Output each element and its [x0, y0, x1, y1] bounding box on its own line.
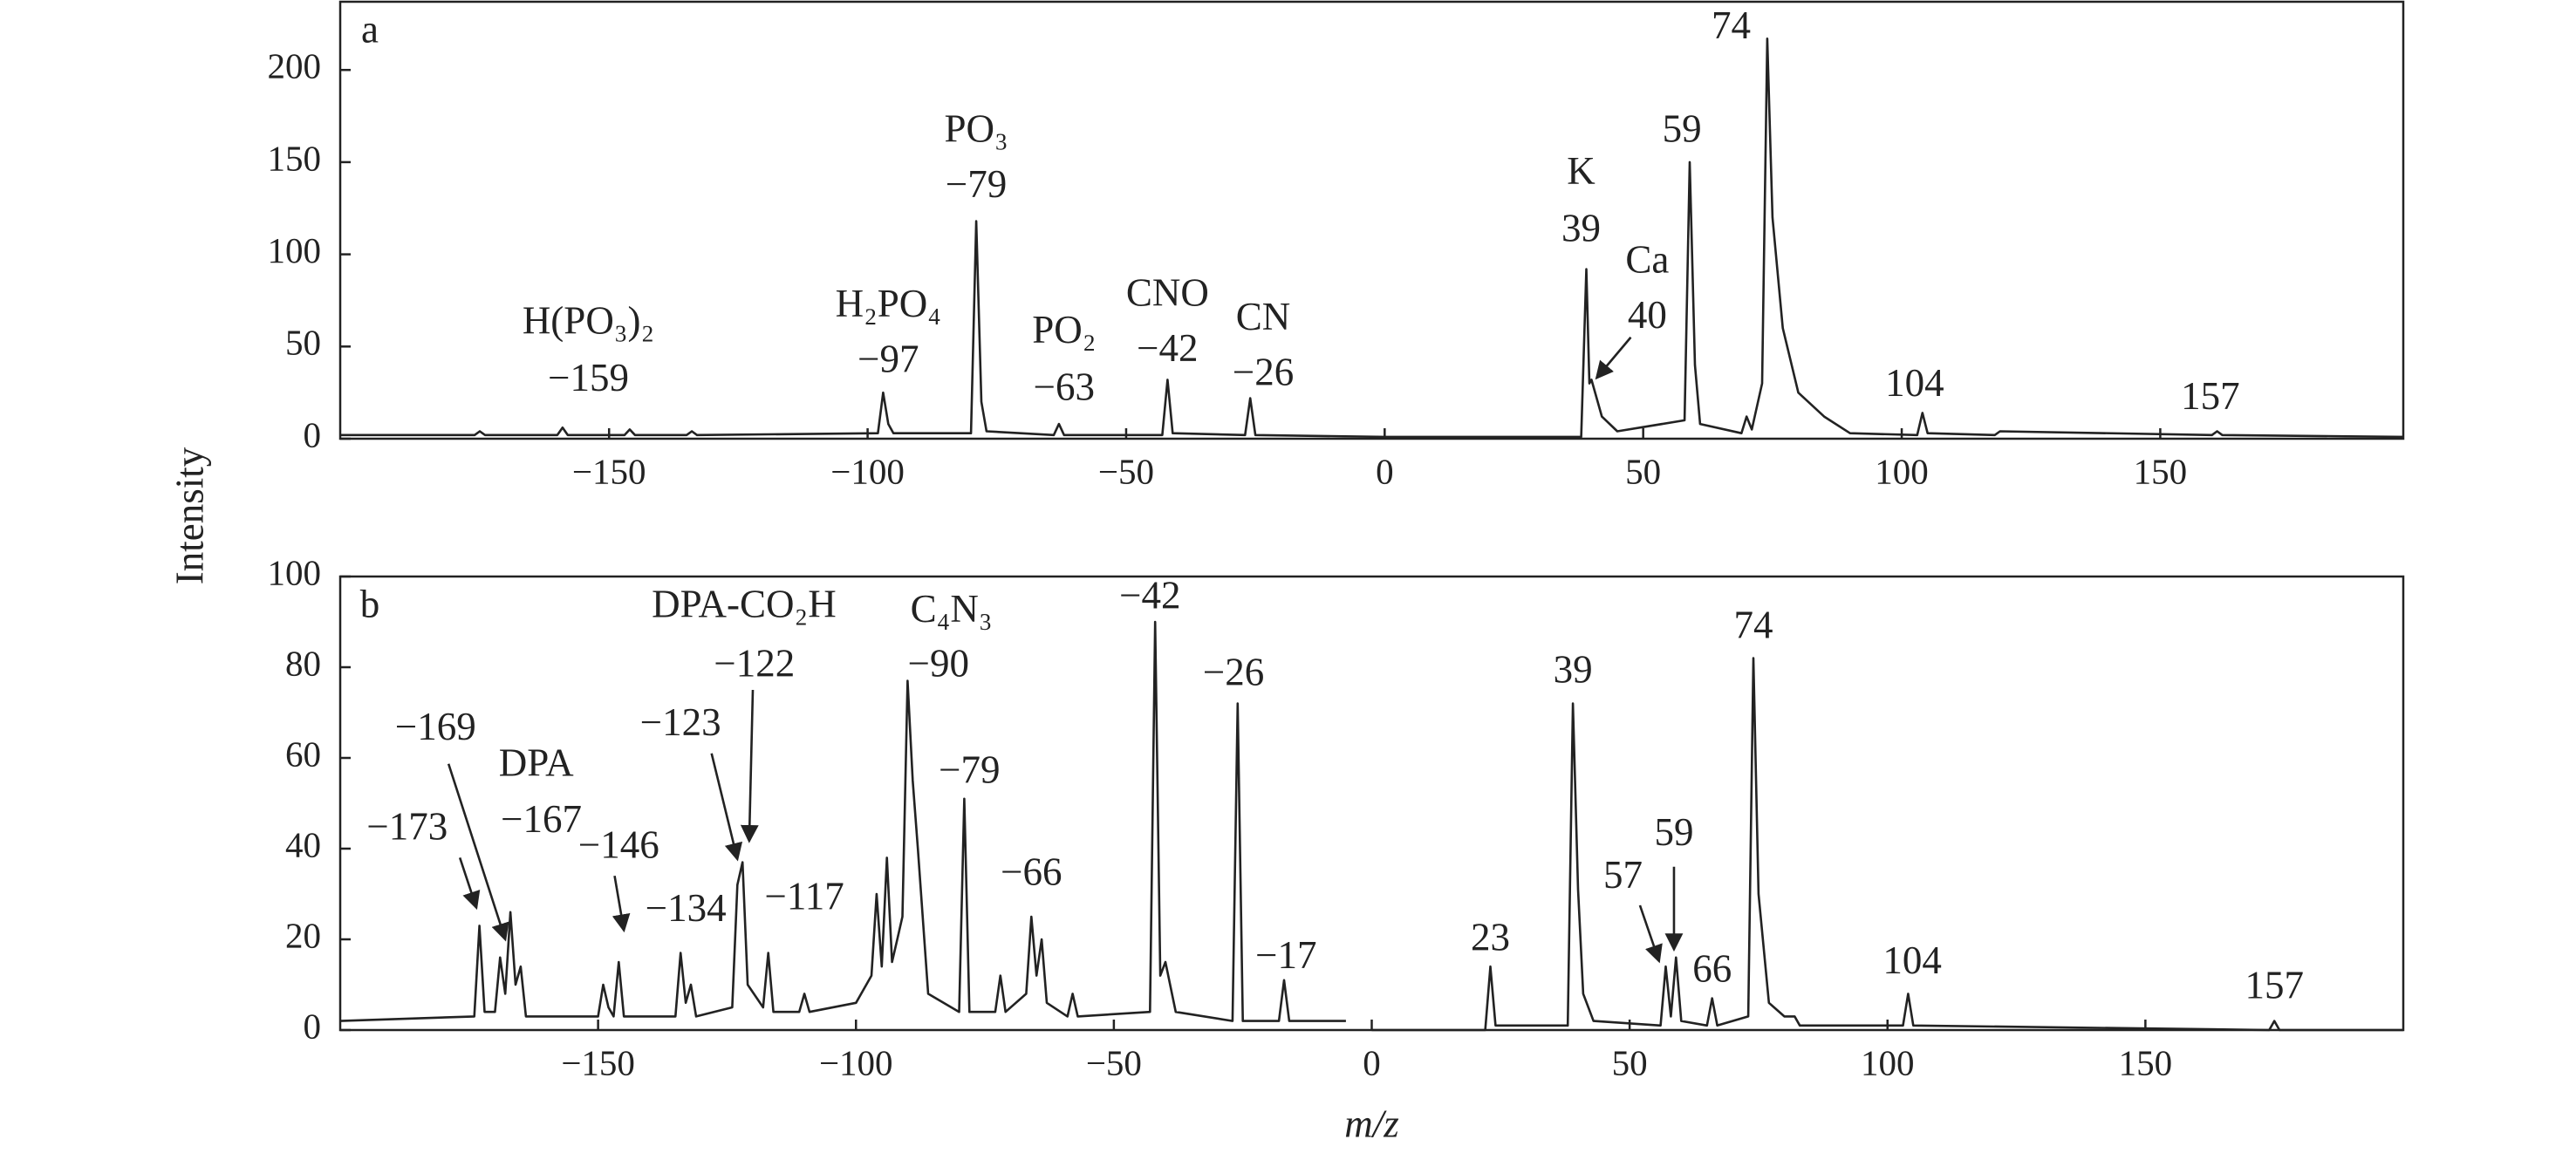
y-tick-label: 40 — [285, 824, 321, 864]
x-tick-label: 50 — [1625, 451, 1661, 491]
annotation-arrow — [710, 753, 743, 862]
peak-annotation: 39 — [1561, 207, 1601, 250]
peak-annotation: 59 — [1663, 106, 1702, 150]
x-tick-label: −150 — [561, 1042, 635, 1082]
peak-annotation: 40 — [1628, 293, 1667, 337]
y-tick-label: 200 — [268, 46, 322, 86]
x-tick-label: 150 — [2119, 1042, 2173, 1082]
peak-annotation: −17 — [1255, 933, 1316, 977]
plot-frame — [338, 0, 2405, 440]
x-tick-label: −150 — [572, 451, 646, 491]
y-tick-label: 100 — [268, 230, 322, 270]
x-tick-label: −100 — [819, 1042, 893, 1082]
peak-annotation: PO₂ — [1032, 308, 1096, 351]
y-tick-label: 100 — [268, 552, 322, 592]
peak-annotation: −42 — [1119, 573, 1180, 617]
panel-label: b — [360, 582, 380, 625]
peak-annotation: 74 — [1734, 604, 1773, 647]
peak-annotation: −97 — [858, 338, 919, 381]
annotation-arrow — [612, 875, 631, 933]
peak-annotation: K — [1567, 149, 1595, 193]
peak-annotation: −146 — [578, 822, 659, 866]
annotation-arrow — [447, 763, 509, 942]
x-tick-label: 50 — [1612, 1042, 1648, 1082]
x-tick-label: 0 — [1376, 451, 1394, 491]
peak-annotation: PO₃ — [944, 106, 1008, 150]
peak-annotation: CNO — [1126, 271, 1209, 315]
x-tick-label: 100 — [1875, 451, 1929, 491]
peak-annotation: 157 — [2181, 374, 2240, 418]
y-tick-label: 150 — [268, 138, 322, 178]
peak-annotation: H₂PO₄ — [836, 282, 941, 325]
peak-annotation: 57 — [1603, 853, 1643, 897]
peak-annotation: 59 — [1654, 810, 1693, 854]
spectrum-line — [339, 620, 2403, 1032]
peak-annotation: −90 — [908, 641, 969, 685]
peak-annotation: −42 — [1137, 326, 1198, 370]
x-tick-label: −100 — [830, 451, 905, 491]
peak-annotation: −169 — [395, 705, 476, 748]
annotation-arrow — [740, 689, 759, 843]
x-tick-label: 0 — [1363, 1042, 1381, 1082]
peak-annotation: −134 — [646, 886, 727, 930]
y-tick-label: 20 — [285, 915, 321, 955]
y-axis-label: Intensity — [167, 447, 211, 584]
peak-annotation: DPA — [499, 741, 574, 785]
plot-frame — [338, 575, 2405, 1032]
x-axis-label: m/z — [1344, 1102, 1399, 1145]
peak-annotation: 104 — [1882, 938, 1942, 982]
x-tick-label: −50 — [1098, 451, 1154, 491]
peak-annotation: −63 — [1034, 365, 1095, 408]
peak-annotation: 157 — [2245, 964, 2304, 1007]
peak-annotation: −26 — [1203, 651, 1264, 694]
y-tick-label: 60 — [285, 734, 321, 774]
peak-annotation: −167 — [501, 797, 582, 841]
peak-annotation: DPA-CO₂H — [652, 583, 837, 626]
panel-label: a — [361, 7, 379, 51]
peak-annotation: 39 — [1554, 648, 1593, 692]
peak-annotation: −159 — [548, 356, 629, 399]
peak-annotation: −173 — [366, 805, 448, 849]
peak-annotation: −26 — [1233, 350, 1294, 393]
peak-annotation: −66 — [1001, 850, 1062, 894]
spectrum-line — [340, 38, 2404, 439]
peak-annotation: −117 — [765, 875, 844, 918]
x-tick-label: 100 — [1861, 1042, 1915, 1082]
peak-annotation: 66 — [1692, 946, 1732, 990]
peak-annotation: −79 — [946, 162, 1007, 206]
x-tick-label: −50 — [1086, 1042, 1142, 1082]
y-tick-label: 0 — [304, 1006, 322, 1046]
x-tick-label: 150 — [2134, 451, 2188, 491]
peak-annotation: −122 — [714, 641, 795, 685]
peak-annotation: −123 — [640, 700, 721, 744]
y-tick-label: 80 — [285, 643, 321, 683]
peak-annotation: C₄N₃ — [911, 587, 993, 631]
peak-annotation: 74 — [1712, 3, 1751, 47]
y-tick-label: 50 — [285, 323, 321, 363]
peak-annotation: −79 — [939, 748, 1000, 792]
peak-annotation: CN — [1236, 295, 1291, 338]
peak-annotation: 104 — [1885, 361, 1944, 405]
annotation-arrow — [1638, 904, 1663, 964]
annotation-arrow — [458, 856, 481, 911]
y-tick-label: 0 — [304, 414, 322, 454]
peak-annotation: Ca — [1625, 238, 1669, 282]
peak-annotation: 23 — [1471, 915, 1510, 959]
peak-annotation: H(PO₃)₂ — [523, 298, 654, 342]
annotation-arrow — [1595, 336, 1632, 380]
